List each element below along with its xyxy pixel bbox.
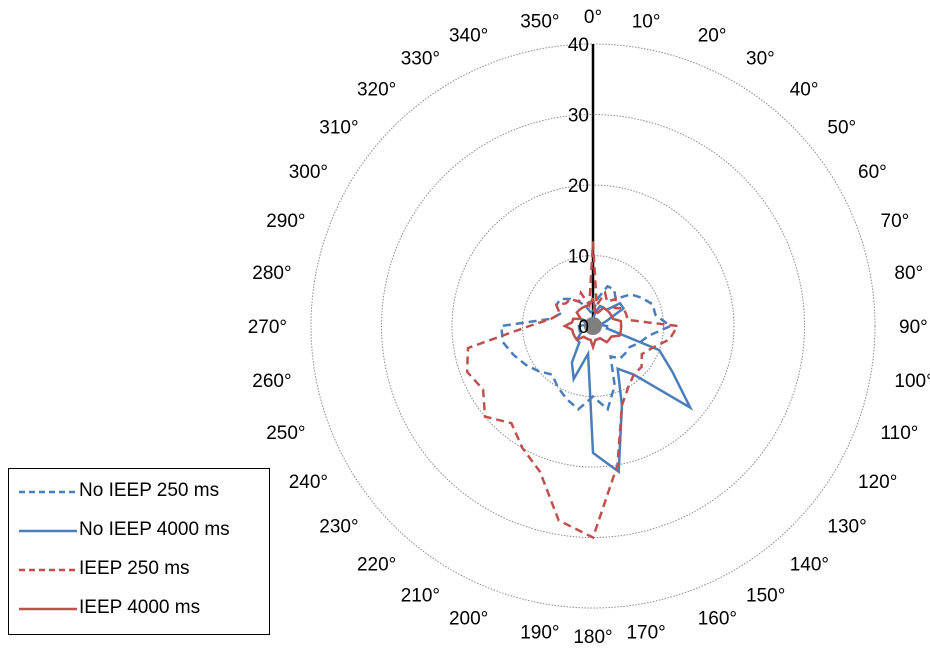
angle-tick-label: 300° <box>289 162 328 183</box>
series-line-1 <box>500 284 673 412</box>
angle-tick-label: 230° <box>319 516 358 537</box>
angle-tick-label: 190° <box>520 622 559 643</box>
series-line-4 <box>562 297 623 352</box>
series-line-3 <box>465 241 680 540</box>
angle-tick-label: 160° <box>698 608 737 629</box>
legend-label: No IEEP 4000 ms <box>79 519 230 540</box>
angle-tick-label: 60° <box>858 162 887 183</box>
angle-tick-label: 280° <box>252 263 291 284</box>
angle-tick-label: 340° <box>449 26 488 47</box>
legend-swatch <box>19 490 77 494</box>
angle-tick-label: 10° <box>632 12 661 33</box>
angle-tick-label: 330° <box>401 49 440 70</box>
legend-label: IEEP 4000 ms <box>79 597 201 618</box>
legend: No IEEP 250 ms No IEEP 4000 ms IEEP 250 … <box>8 468 270 635</box>
angle-tick-label: 170° <box>626 622 665 643</box>
angle-tick-label: 150° <box>746 586 785 607</box>
angle-tick-label: 320° <box>357 80 396 101</box>
center-marker <box>584 317 602 335</box>
legend-swatch <box>19 568 77 572</box>
angle-tick-label: 30° <box>746 49 775 70</box>
angle-tick-label: 290° <box>266 211 305 232</box>
legend-label: IEEP 250 ms <box>79 558 190 579</box>
angle-tick-label: 250° <box>266 423 305 444</box>
angle-tick-label: 240° <box>289 472 328 493</box>
angle-tick-label: 310° <box>319 118 358 139</box>
angle-tick-label: 270° <box>248 317 287 338</box>
angle-tick-label: 70° <box>881 211 910 232</box>
angle-tick-label: 210° <box>401 586 440 607</box>
angle-tick-label: 220° <box>357 555 396 576</box>
angle-tick-label: 100° <box>894 371 930 392</box>
axis-labels: 0 10 20 30 40 0° 10° 20° 30° 40° 50° 60° 70° 80° 90° 10… <box>248 7 930 648</box>
angle-tick-label: 80° <box>894 263 923 284</box>
angle-tick-label: 20° <box>698 26 727 47</box>
radial-tick-label: 0 <box>578 317 589 338</box>
angle-tick-label: 140° <box>790 555 829 576</box>
angle-tick-label: 40° <box>790 80 819 101</box>
grid-circle <box>522 255 664 397</box>
legend-label: No IEEP 250 ms <box>79 480 220 501</box>
radial-tick-label: 30 <box>568 106 589 127</box>
angle-tick-label: 50° <box>827 118 856 139</box>
legend-item-no-ieep-4000: No IEEP 4000 ms <box>9 516 269 546</box>
series-group <box>465 241 694 540</box>
angle-tick-label: 260° <box>252 371 291 392</box>
radial-tick-label: 40 <box>568 35 589 56</box>
angle-tick-label: 130° <box>827 516 866 537</box>
legend-swatch <box>19 607 77 611</box>
grid-circle <box>310 43 876 609</box>
angle-tick-label: 350° <box>520 12 559 33</box>
angle-tick-label: 90° <box>899 317 928 338</box>
legend-item-ieep-250: IEEP 250 ms <box>9 555 269 585</box>
legend-item-no-ieep-250: No IEEP 250 ms <box>9 477 269 507</box>
legend-swatch <box>19 529 77 533</box>
angle-tick-label: 0° <box>584 7 602 28</box>
angle-tick-label: 200° <box>449 608 488 629</box>
legend-item-ieep-4000: IEEP 4000 ms <box>9 594 269 624</box>
angle-tick-label: 120° <box>858 472 897 493</box>
radial-tick-label: 10 <box>568 247 589 268</box>
radial-tick-label: 20 <box>568 176 589 197</box>
angle-tick-label: 180° <box>573 627 612 648</box>
polar-grid <box>310 43 876 609</box>
angle-tick-label: 110° <box>881 423 919 444</box>
